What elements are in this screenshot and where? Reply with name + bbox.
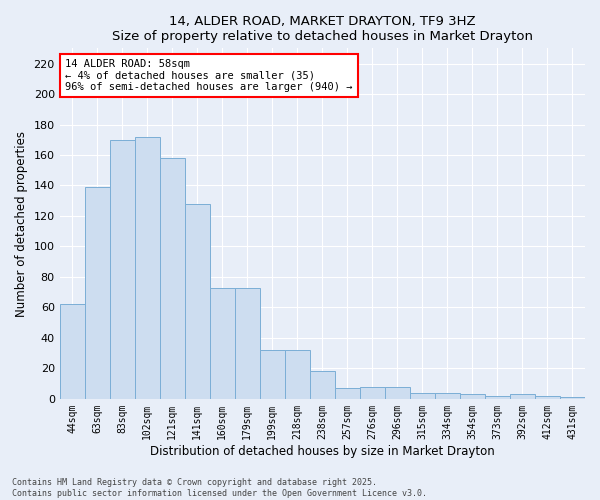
Y-axis label: Number of detached properties: Number of detached properties — [15, 130, 28, 316]
Bar — [360, 386, 385, 399]
Bar — [110, 140, 135, 399]
Bar — [435, 392, 460, 399]
Bar — [310, 372, 335, 399]
Bar — [460, 394, 485, 399]
Bar — [510, 394, 535, 399]
Bar — [410, 392, 435, 399]
Bar — [485, 396, 510, 399]
Bar — [210, 288, 235, 399]
Bar — [85, 187, 110, 399]
Bar — [260, 350, 285, 399]
Text: 14 ALDER ROAD: 58sqm
← 4% of detached houses are smaller (35)
96% of semi-detach: 14 ALDER ROAD: 58sqm ← 4% of detached ho… — [65, 59, 352, 92]
Bar — [535, 396, 560, 399]
Bar — [285, 350, 310, 399]
Text: Contains HM Land Registry data © Crown copyright and database right 2025.
Contai: Contains HM Land Registry data © Crown c… — [12, 478, 427, 498]
Bar — [385, 386, 410, 399]
Bar — [560, 398, 585, 399]
Bar — [59, 304, 85, 399]
X-axis label: Distribution of detached houses by size in Market Drayton: Distribution of detached houses by size … — [150, 444, 495, 458]
Bar — [160, 158, 185, 399]
Bar — [185, 204, 210, 399]
Bar — [135, 136, 160, 399]
Title: 14, ALDER ROAD, MARKET DRAYTON, TF9 3HZ
Size of property relative to detached ho: 14, ALDER ROAD, MARKET DRAYTON, TF9 3HZ … — [112, 15, 533, 43]
Bar — [335, 388, 360, 399]
Bar — [235, 288, 260, 399]
